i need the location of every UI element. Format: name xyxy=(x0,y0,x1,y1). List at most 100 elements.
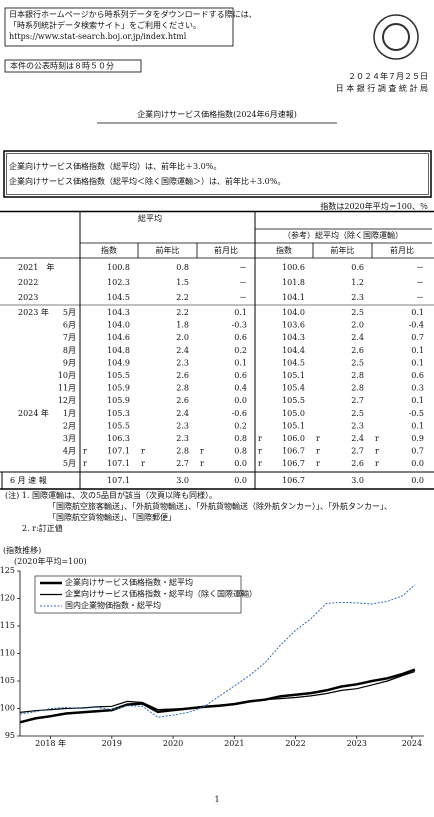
notice-line: 「時系列統計データ検索サイト」をご利用ください。 xyxy=(9,20,201,30)
table-cell: 3.0 xyxy=(351,476,364,485)
table-cell: 0.3 xyxy=(411,384,424,393)
table-cell: 104.6 xyxy=(107,333,130,342)
table-cell: 106.7 xyxy=(282,476,305,485)
revision-flag: r xyxy=(83,447,87,456)
x-tick-label: 2024 xyxy=(402,739,422,748)
y-tick-label: 110 xyxy=(0,649,15,658)
revision-flag: r xyxy=(258,434,262,443)
revision-flag: r xyxy=(375,434,379,443)
table-cell: 2.5 xyxy=(351,358,364,367)
column-header: 前年比 xyxy=(331,245,355,255)
table-cell: 2.7 xyxy=(176,459,189,468)
y-tick-label: 105 xyxy=(0,676,15,685)
table-cell: 0.8 xyxy=(234,434,247,443)
table-cell: 2.2 xyxy=(176,293,189,302)
table-cell: 106.3 xyxy=(107,434,130,443)
table-cell: 106.0 xyxy=(282,434,305,443)
table-cell: 102.3 xyxy=(107,278,130,287)
table-cell: 2.8 xyxy=(176,384,189,393)
row-month: 5月 xyxy=(63,459,76,468)
table-cell: 107.1 xyxy=(107,447,130,456)
table-cell: 0.2 xyxy=(234,421,247,430)
table-cell: -0.6 xyxy=(232,409,247,418)
table-cell: 0.1 xyxy=(411,421,424,430)
group-header: 総平均 xyxy=(138,213,162,223)
table-cell: 2.8 xyxy=(176,447,189,456)
table-cell: 1.5 xyxy=(176,278,189,287)
row-year: 2023 年 xyxy=(18,307,49,317)
legend-box xyxy=(34,575,242,614)
table-cell: － xyxy=(416,293,424,302)
row-month: 11月 xyxy=(58,384,76,393)
table-cell: 101.8 xyxy=(282,278,305,287)
row-month: 1月 xyxy=(63,409,76,418)
x-tick-label: 2020 xyxy=(163,739,183,748)
table-cell: 105.1 xyxy=(282,371,305,380)
summary-box-inner xyxy=(6,153,429,195)
column-header: 前年比 xyxy=(156,245,180,255)
table-cell: 0.1 xyxy=(411,358,424,367)
row-month: 6月 xyxy=(63,321,76,330)
table-cell: 0.0 xyxy=(234,476,247,485)
table-cell: 0.4 xyxy=(234,384,247,393)
table-cell: 2.3 xyxy=(176,421,189,430)
series-line xyxy=(19,584,416,718)
table-cell: 2.3 xyxy=(176,358,189,367)
table-cell: 105.5 xyxy=(107,421,130,430)
revision-flag: r xyxy=(258,459,262,468)
table-cell: 104.4 xyxy=(282,346,305,355)
revision-flag: r xyxy=(141,447,145,456)
chart-heading: (指数推移) xyxy=(3,545,41,555)
revision-flag: r xyxy=(375,459,379,468)
table-cell: 2.3 xyxy=(351,421,364,430)
table-cell: 0.6 xyxy=(234,371,247,380)
summary-line: 企業向けサービス価格指数（総平均）は、前年比＋3.0%。 xyxy=(9,161,221,171)
table-cell: 104.0 xyxy=(107,321,130,330)
table-cell: 104.9 xyxy=(107,358,130,367)
table-cell: 106.7 xyxy=(282,447,305,456)
table-cell: -0.5 xyxy=(409,409,424,418)
note: 2. r:訂正値 xyxy=(22,523,63,533)
legend-label: 国内企業物価指数・総平均 xyxy=(65,600,161,610)
table-cell: 105.5 xyxy=(107,371,130,380)
series-line xyxy=(19,668,416,724)
table-cell: 0.1 xyxy=(411,308,424,317)
column-header: 前月比 xyxy=(214,245,238,255)
row-month: 8月 xyxy=(63,346,76,355)
table-cell: 105.4 xyxy=(282,384,305,393)
row-month: 12月 xyxy=(58,396,76,405)
y-tick-label: 120 xyxy=(0,594,15,603)
release-box xyxy=(4,59,142,73)
table-cell: 106.7 xyxy=(282,459,305,468)
y-tick-label: 125 xyxy=(0,566,15,575)
table-cell: 2.8 xyxy=(351,371,364,380)
x-tick-label: 2018 年 xyxy=(35,738,66,748)
row-year: 2023 xyxy=(18,293,38,302)
table-cell: 105.1 xyxy=(282,421,305,430)
table-cell: 100.6 xyxy=(282,263,305,272)
table-cell: -0.4 xyxy=(409,321,424,330)
x-tick-label: 2019 xyxy=(102,739,122,748)
title: 企業向けサービス価格指数(2024年6月速報) xyxy=(137,109,297,119)
table-cell: 104.8 xyxy=(107,346,130,355)
summary-line: 企業向けサービス価格指数（総平均＜除く国際運輸＞）は、前年比＋3.0%。 xyxy=(9,176,285,186)
revision-flag: r xyxy=(316,459,320,468)
table-cell: 0.1 xyxy=(411,346,424,355)
table-cell: 104.3 xyxy=(282,333,305,342)
group-header: （参考）総平均（除く国際運輸） xyxy=(283,230,403,240)
table-cell: 3.0 xyxy=(176,476,189,485)
notice-box xyxy=(4,7,234,47)
revision-flag: r xyxy=(258,447,262,456)
row-year: 2022 xyxy=(18,278,38,287)
table-cell: 0.6 xyxy=(351,263,364,272)
table-cell: 1.8 xyxy=(176,321,189,330)
chart-subtitle: (2020年平均=100) xyxy=(14,556,87,566)
table-cell: 105.0 xyxy=(282,409,305,418)
note: 「国際航空貨物輸送」、「国際郵便」 xyxy=(48,512,176,522)
notice-line: https://www.stat-search.boj.or.jp/index.… xyxy=(9,32,187,41)
row-year: 6 月 速 報 xyxy=(10,476,47,485)
row-month: 10月 xyxy=(58,371,76,380)
notice-line: 日本銀行ホームページから時系列データをダウンロードする際には、 xyxy=(9,9,257,19)
table-cell: 0.8 xyxy=(234,447,247,456)
row-month: 3月 xyxy=(63,434,76,443)
